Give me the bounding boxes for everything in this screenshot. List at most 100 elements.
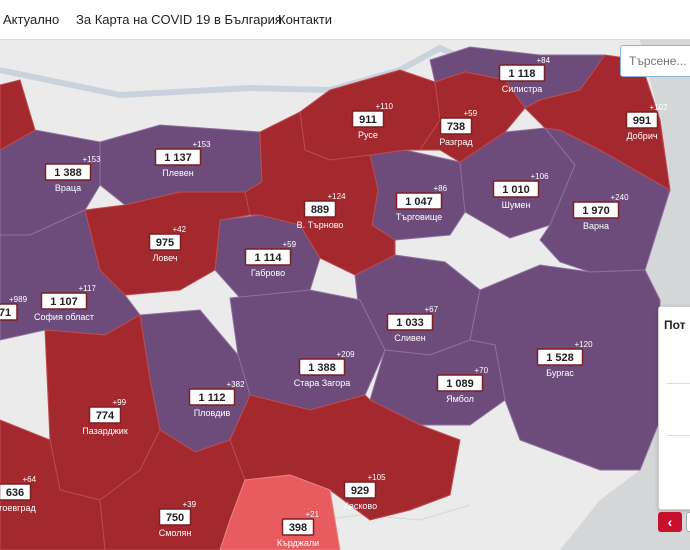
- region-name: Кърджали: [277, 538, 319, 548]
- count-box: [436, 374, 484, 392]
- case-increase: +382: [227, 380, 246, 389]
- region-marker: 1 388+209 Стара Загора: [294, 350, 355, 388]
- count-box: [625, 111, 659, 129]
- top-navigation: Актуално За Карта на COVID 19 в България…: [0, 0, 690, 40]
- info-panel: Пот: [658, 306, 690, 510]
- case-count: 750: [166, 512, 184, 524]
- case-increase: +153: [193, 140, 212, 149]
- region-marker: 1 047+86 Търговище: [395, 184, 448, 222]
- previous-button[interactable]: ‹: [658, 512, 682, 532]
- case-count: 991: [633, 115, 651, 127]
- case-count: 636: [6, 487, 24, 499]
- region-marker: 1 388+153 Враца: [44, 155, 102, 193]
- case-count: 1 388: [308, 362, 336, 374]
- region-marker: 1 107+117 София област: [34, 284, 96, 322]
- count-box: [386, 313, 434, 331]
- count-box: [40, 292, 88, 310]
- case-increase: +59: [283, 240, 297, 249]
- region-name: Стара Загора: [294, 378, 351, 388]
- panel-divider: [667, 435, 690, 436]
- count-box: [498, 64, 546, 82]
- region-name: Бургас: [546, 368, 574, 378]
- region-name: Ямбол: [446, 394, 474, 404]
- nav-link-news[interactable]: Актуално: [3, 12, 60, 27]
- region-stara-zagora[interactable]: [229, 289, 386, 411]
- case-count: 1 089: [446, 378, 474, 390]
- case-increase: +209: [337, 350, 356, 359]
- case-increase: +106: [531, 172, 550, 181]
- count-box: [343, 481, 377, 499]
- panel-title: Пот: [664, 318, 686, 332]
- case-increase: +102: [650, 103, 669, 112]
- region-name: Хасково: [343, 501, 377, 511]
- case-increase: +42: [173, 225, 187, 234]
- case-increase: +153: [83, 155, 102, 164]
- case-increase: +989: [9, 295, 28, 304]
- region-name: Смолян: [159, 528, 192, 538]
- search-input[interactable]: [620, 45, 690, 77]
- case-count: 911: [359, 114, 377, 126]
- case-count: 1 114: [255, 252, 283, 264]
- region-name: Шумен: [502, 200, 531, 210]
- region-name: Ловеч: [153, 253, 178, 263]
- region-name: Враца: [55, 183, 81, 193]
- region-marker: 991 +102 Добрич: [625, 103, 669, 141]
- region-marker: 398 +21 Кърджали: [277, 510, 320, 548]
- case-count: 738: [447, 121, 465, 133]
- count-box: [572, 201, 620, 219]
- panel-divider: [667, 383, 690, 384]
- count-box: [0, 303, 18, 321]
- case-increase: +21: [306, 510, 320, 519]
- case-increase: +124: [328, 192, 347, 201]
- count-box: [148, 233, 182, 251]
- case-count: 1 033: [396, 317, 424, 329]
- case-count: 398: [289, 522, 307, 534]
- next-button[interactable]: [686, 512, 690, 532]
- case-count: 774: [96, 410, 115, 422]
- region-razgrad[interactable]: [419, 71, 526, 163]
- region-name: Сливен: [394, 333, 425, 343]
- count-box: [88, 406, 122, 424]
- case-count: 889: [311, 204, 329, 216]
- count-box: [298, 358, 346, 376]
- nav-link-about[interactable]: За Карта на COVID 19 в България: [76, 12, 282, 27]
- case-increase: +99: [113, 398, 127, 407]
- region-marker: 911 +110 Русе: [351, 102, 394, 140]
- count-box: [158, 508, 192, 526]
- case-increase: +110: [376, 102, 394, 111]
- region-name: Силистра: [502, 84, 542, 94]
- count-box: [0, 483, 32, 501]
- count-box: [492, 180, 540, 198]
- case-increase: +240: [611, 193, 630, 202]
- region-marker: 636 +64 агоевград: [0, 475, 37, 513]
- region-montana[interactable]: [0, 79, 36, 151]
- region-marker: 975 +42 Ловеч: [148, 225, 187, 263]
- count-box: [536, 348, 584, 366]
- count-box: [188, 388, 236, 406]
- region-marker: 774 +99 Пазарджик: [82, 398, 128, 436]
- region-veliko-tarnovo[interactable]: [244, 111, 396, 276]
- region-name: Варна: [583, 221, 609, 231]
- case-count: 929: [351, 485, 369, 497]
- region-dobrich[interactable]: [524, 54, 671, 191]
- case-increase: +70: [475, 366, 489, 375]
- region-name: Русе: [358, 130, 378, 140]
- case-increase: +64: [23, 475, 37, 484]
- case-increase: +105: [368, 473, 387, 482]
- case-increase: +120: [575, 340, 594, 349]
- region-name: София област: [34, 312, 94, 322]
- region-sofia-oblast[interactable]: [0, 209, 141, 341]
- case-increase: +59: [464, 109, 478, 118]
- case-increase: +86: [434, 184, 448, 193]
- region-marker: 1 528+120 Бургас: [536, 340, 594, 378]
- region-name: Плевен: [162, 168, 193, 178]
- case-count: 1 528: [546, 352, 574, 364]
- case-count: 1 010: [502, 184, 530, 196]
- case-increase: +117: [79, 284, 97, 293]
- region-name: Разград: [439, 137, 473, 147]
- region-name: Пазарджик: [82, 426, 128, 436]
- count-box: [281, 518, 315, 536]
- nav-link-contacts[interactable]: Контакти: [278, 12, 333, 27]
